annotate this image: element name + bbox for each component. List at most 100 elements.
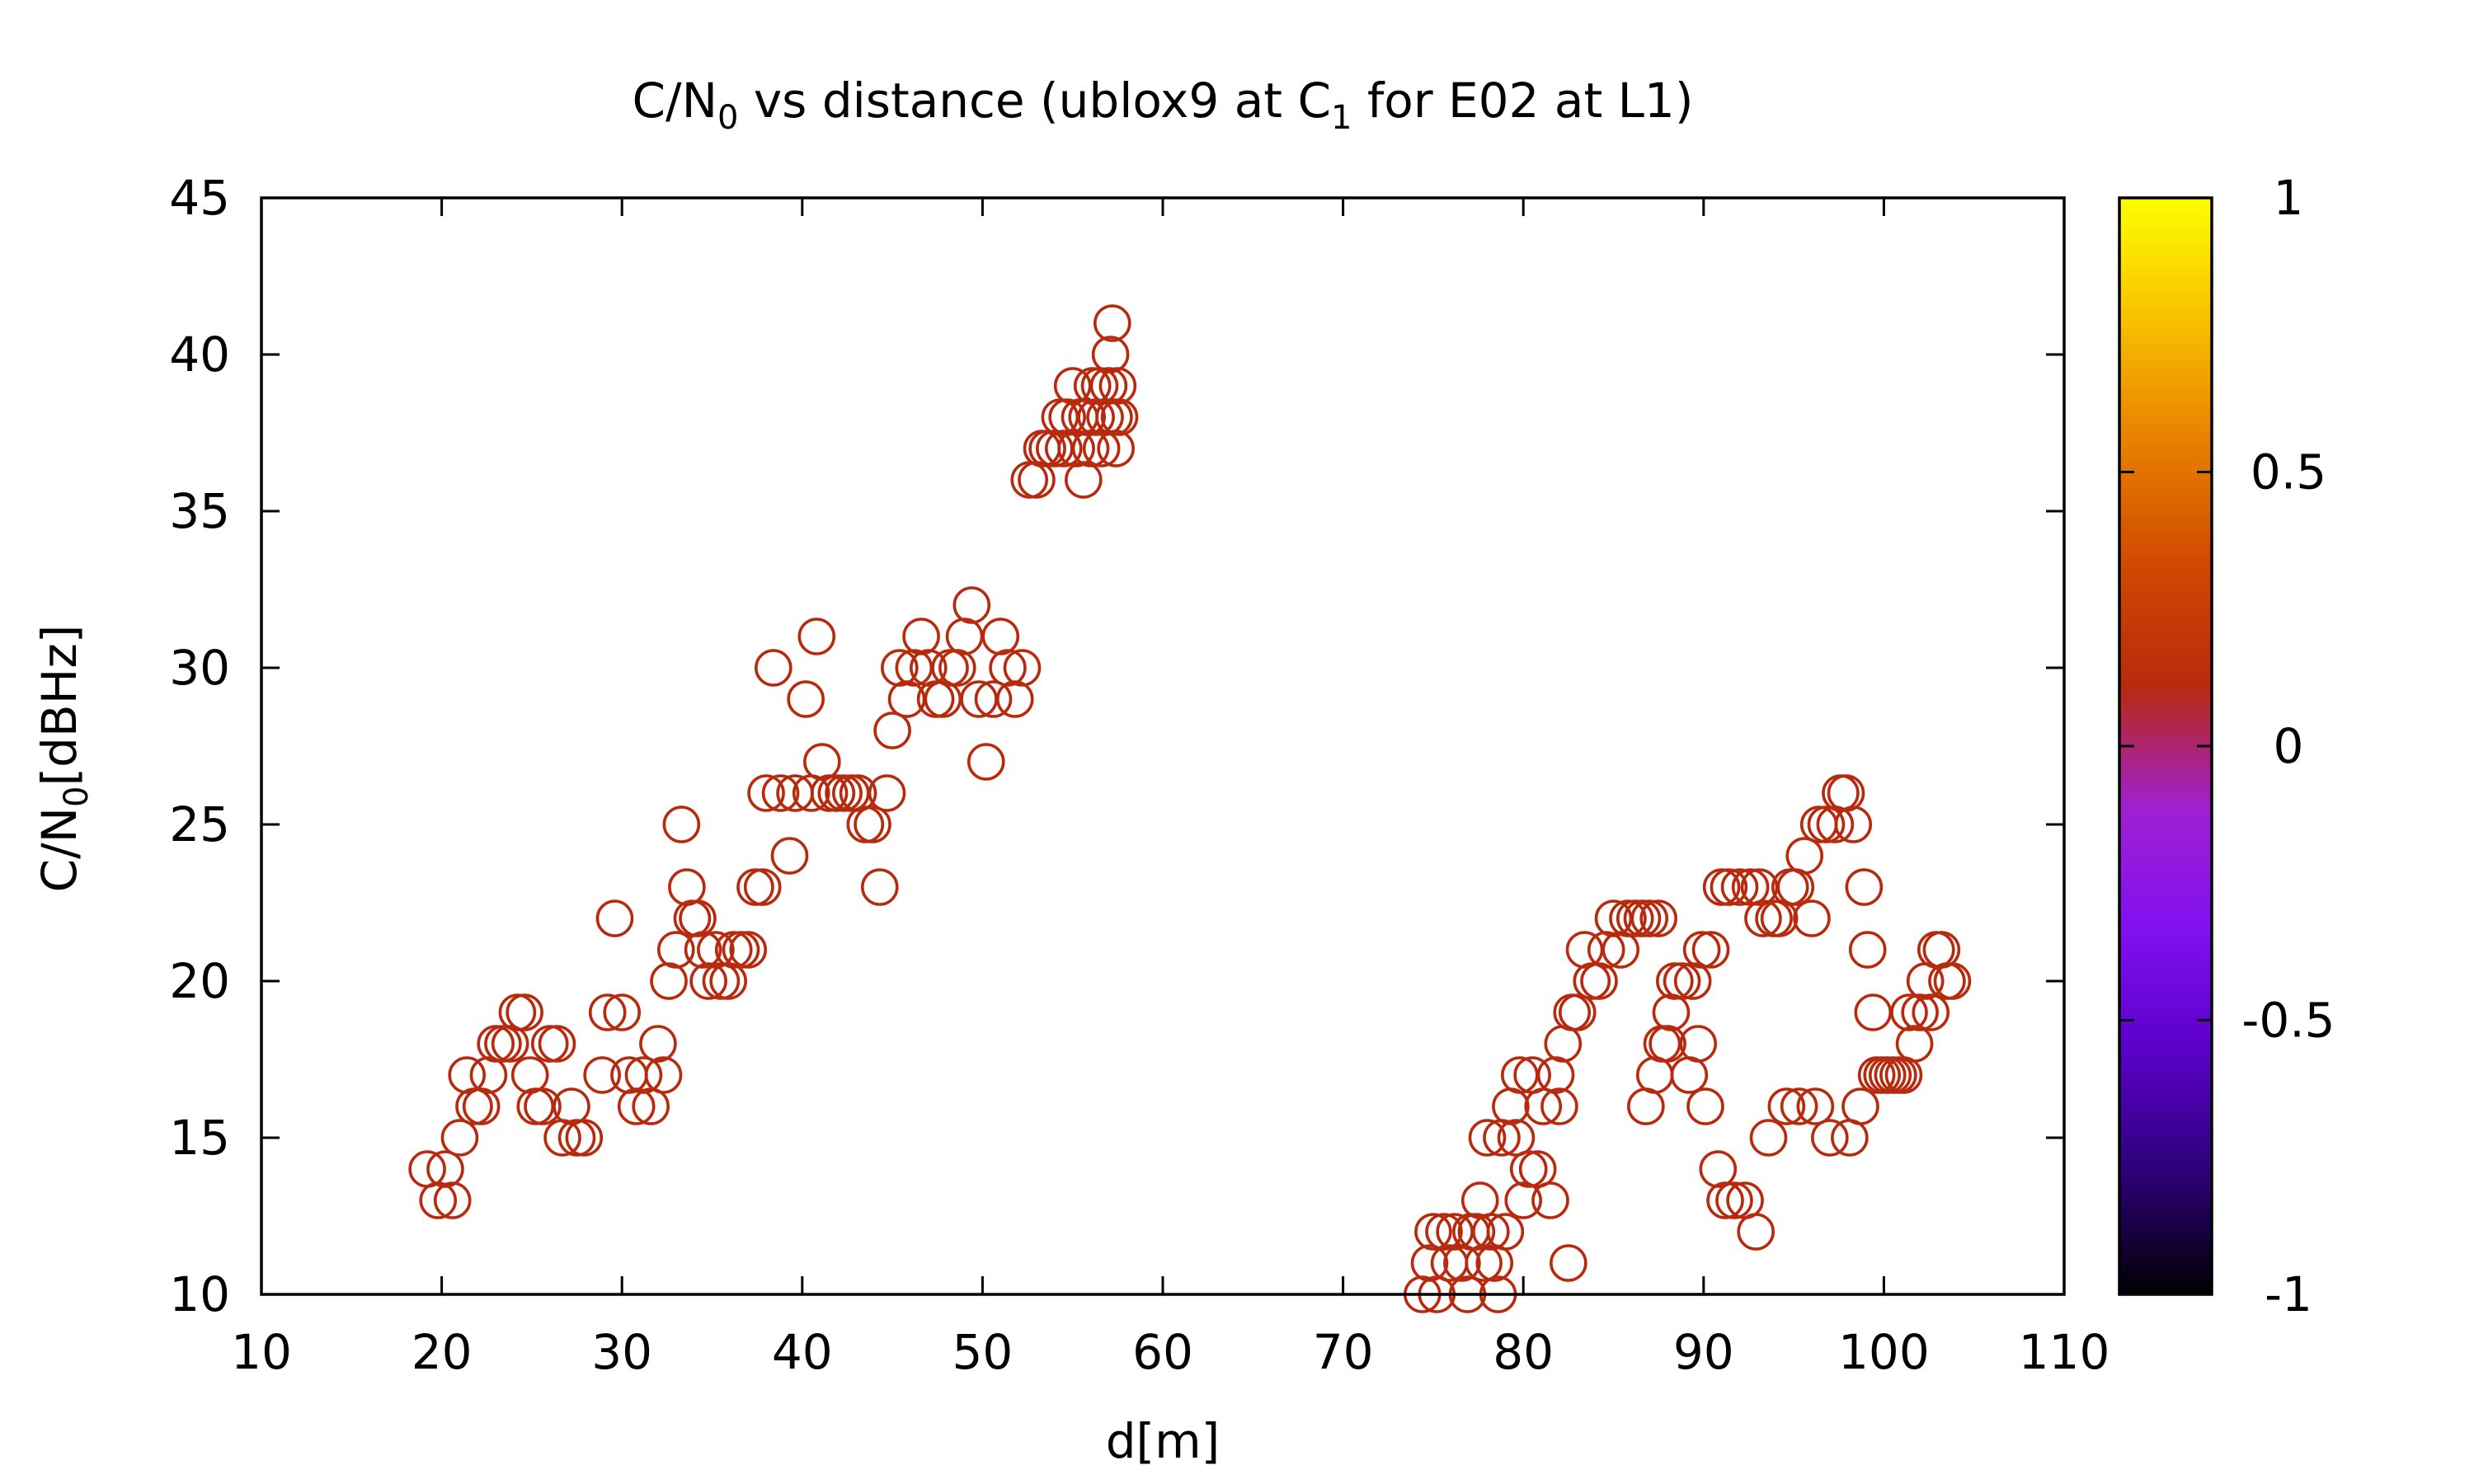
data-point [1912, 993, 1950, 1031]
data-point [1715, 1181, 1753, 1219]
data-point [1414, 1213, 1452, 1251]
data-point [736, 868, 774, 906]
y-tick-label: 10 [169, 1266, 230, 1322]
data-point [419, 1181, 458, 1219]
x-tick-label: 10 [231, 1324, 292, 1380]
data-point [803, 743, 841, 781]
data-point [839, 774, 877, 812]
data-point [910, 649, 948, 687]
data-point [1003, 649, 1042, 687]
data-point [881, 649, 919, 687]
data-point [1509, 1150, 1548, 1188]
data-point [1785, 837, 1824, 875]
colorbar-tick-label: -1 [2265, 1266, 2312, 1322]
data-point [455, 1087, 493, 1125]
data-point [469, 1056, 508, 1094]
x-axis-label: d[m] [1106, 1413, 1221, 1469]
data-point [868, 774, 906, 812]
data-point [1720, 868, 1759, 906]
data-point [952, 586, 991, 624]
data-point [1652, 993, 1691, 1031]
data-point [967, 743, 1005, 781]
data-point [1793, 899, 1831, 937]
title-end: for E02 at L1) [1352, 73, 1693, 129]
y-tick-label: 25 [169, 796, 230, 852]
data-point [1093, 304, 1131, 342]
data-point [1518, 1150, 1557, 1188]
colorbar-tick-label: 0.5 [2251, 444, 2326, 500]
data-point [617, 1087, 656, 1125]
x-tick-label: 100 [1838, 1324, 1930, 1380]
data-point [1895, 1025, 1934, 1063]
data-point [846, 805, 885, 843]
data-point [755, 649, 793, 687]
data-point [1097, 430, 1135, 467]
data-point [1649, 1025, 1686, 1063]
x-tick-label: 40 [772, 1324, 833, 1380]
data-point [583, 1056, 621, 1094]
data-point [1018, 461, 1056, 499]
data-point [462, 1087, 501, 1125]
data-point [1749, 1119, 1788, 1157]
data-point [1901, 993, 1939, 1031]
data-point [1082, 430, 1121, 467]
data-point [1767, 1087, 1806, 1125]
y-tick-label: 40 [169, 326, 230, 383]
y-label-subscript: 0 [58, 787, 96, 807]
data-point [426, 1150, 464, 1188]
data-point [1457, 1213, 1496, 1251]
x-tick-label: 30 [591, 1324, 652, 1380]
data-point [679, 899, 717, 937]
data-point [1536, 1056, 1575, 1094]
y-tick-label: 30 [169, 640, 230, 696]
data-point [895, 649, 934, 687]
data-point [924, 680, 962, 718]
x-tick-label: 50 [952, 1324, 1013, 1380]
data-point [565, 1119, 604, 1157]
data-point [873, 711, 911, 749]
data-point [524, 1087, 562, 1125]
chart-title: C/N0 vs distance (ublox9 at C1 for E02 a… [633, 73, 1694, 137]
data-point [1890, 993, 1928, 1031]
data-point [770, 837, 809, 875]
x-tick-label: 80 [1493, 1324, 1554, 1380]
data-point [1587, 931, 1625, 969]
title-subscript-0: 0 [717, 99, 738, 137]
data-point [1710, 868, 1748, 906]
data-point [538, 1025, 576, 1063]
x-tick-label: 110 [2019, 1324, 2110, 1380]
title-main: C/N [633, 73, 717, 129]
data-point [1540, 1087, 1578, 1125]
data-point [1524, 1087, 1563, 1125]
data-point [1848, 931, 1887, 969]
data-point [1565, 931, 1604, 969]
data-point [1531, 1181, 1569, 1219]
data-point [1053, 367, 1092, 405]
data-point [1811, 1119, 1849, 1157]
data-point [825, 774, 863, 812]
data-point [1010, 461, 1049, 499]
title-middle: vs distance (ublox9 at C [738, 73, 1331, 129]
colorbar-tick-label: -0.5 [2241, 993, 2335, 1049]
data-point [516, 1087, 555, 1125]
data-point [1845, 868, 1884, 906]
data-point [743, 868, 782, 906]
data-point [1041, 398, 1079, 436]
data-point [1663, 962, 1701, 1000]
data-point [1472, 1213, 1510, 1251]
data-point [1077, 398, 1115, 436]
data-point [498, 993, 537, 1031]
data-point [595, 899, 634, 937]
x-tick-label: 20 [412, 1324, 473, 1380]
data-point [484, 1025, 522, 1063]
data-point [1630, 899, 1669, 937]
data-point [989, 649, 1027, 687]
data-point [709, 962, 747, 1000]
data-point [1465, 1244, 1503, 1282]
data-point [1906, 962, 1945, 1000]
data-point [557, 1119, 596, 1157]
data-point [1731, 868, 1770, 906]
data-points [408, 304, 1972, 1313]
data-point [854, 805, 891, 843]
data-point [1834, 805, 1873, 843]
